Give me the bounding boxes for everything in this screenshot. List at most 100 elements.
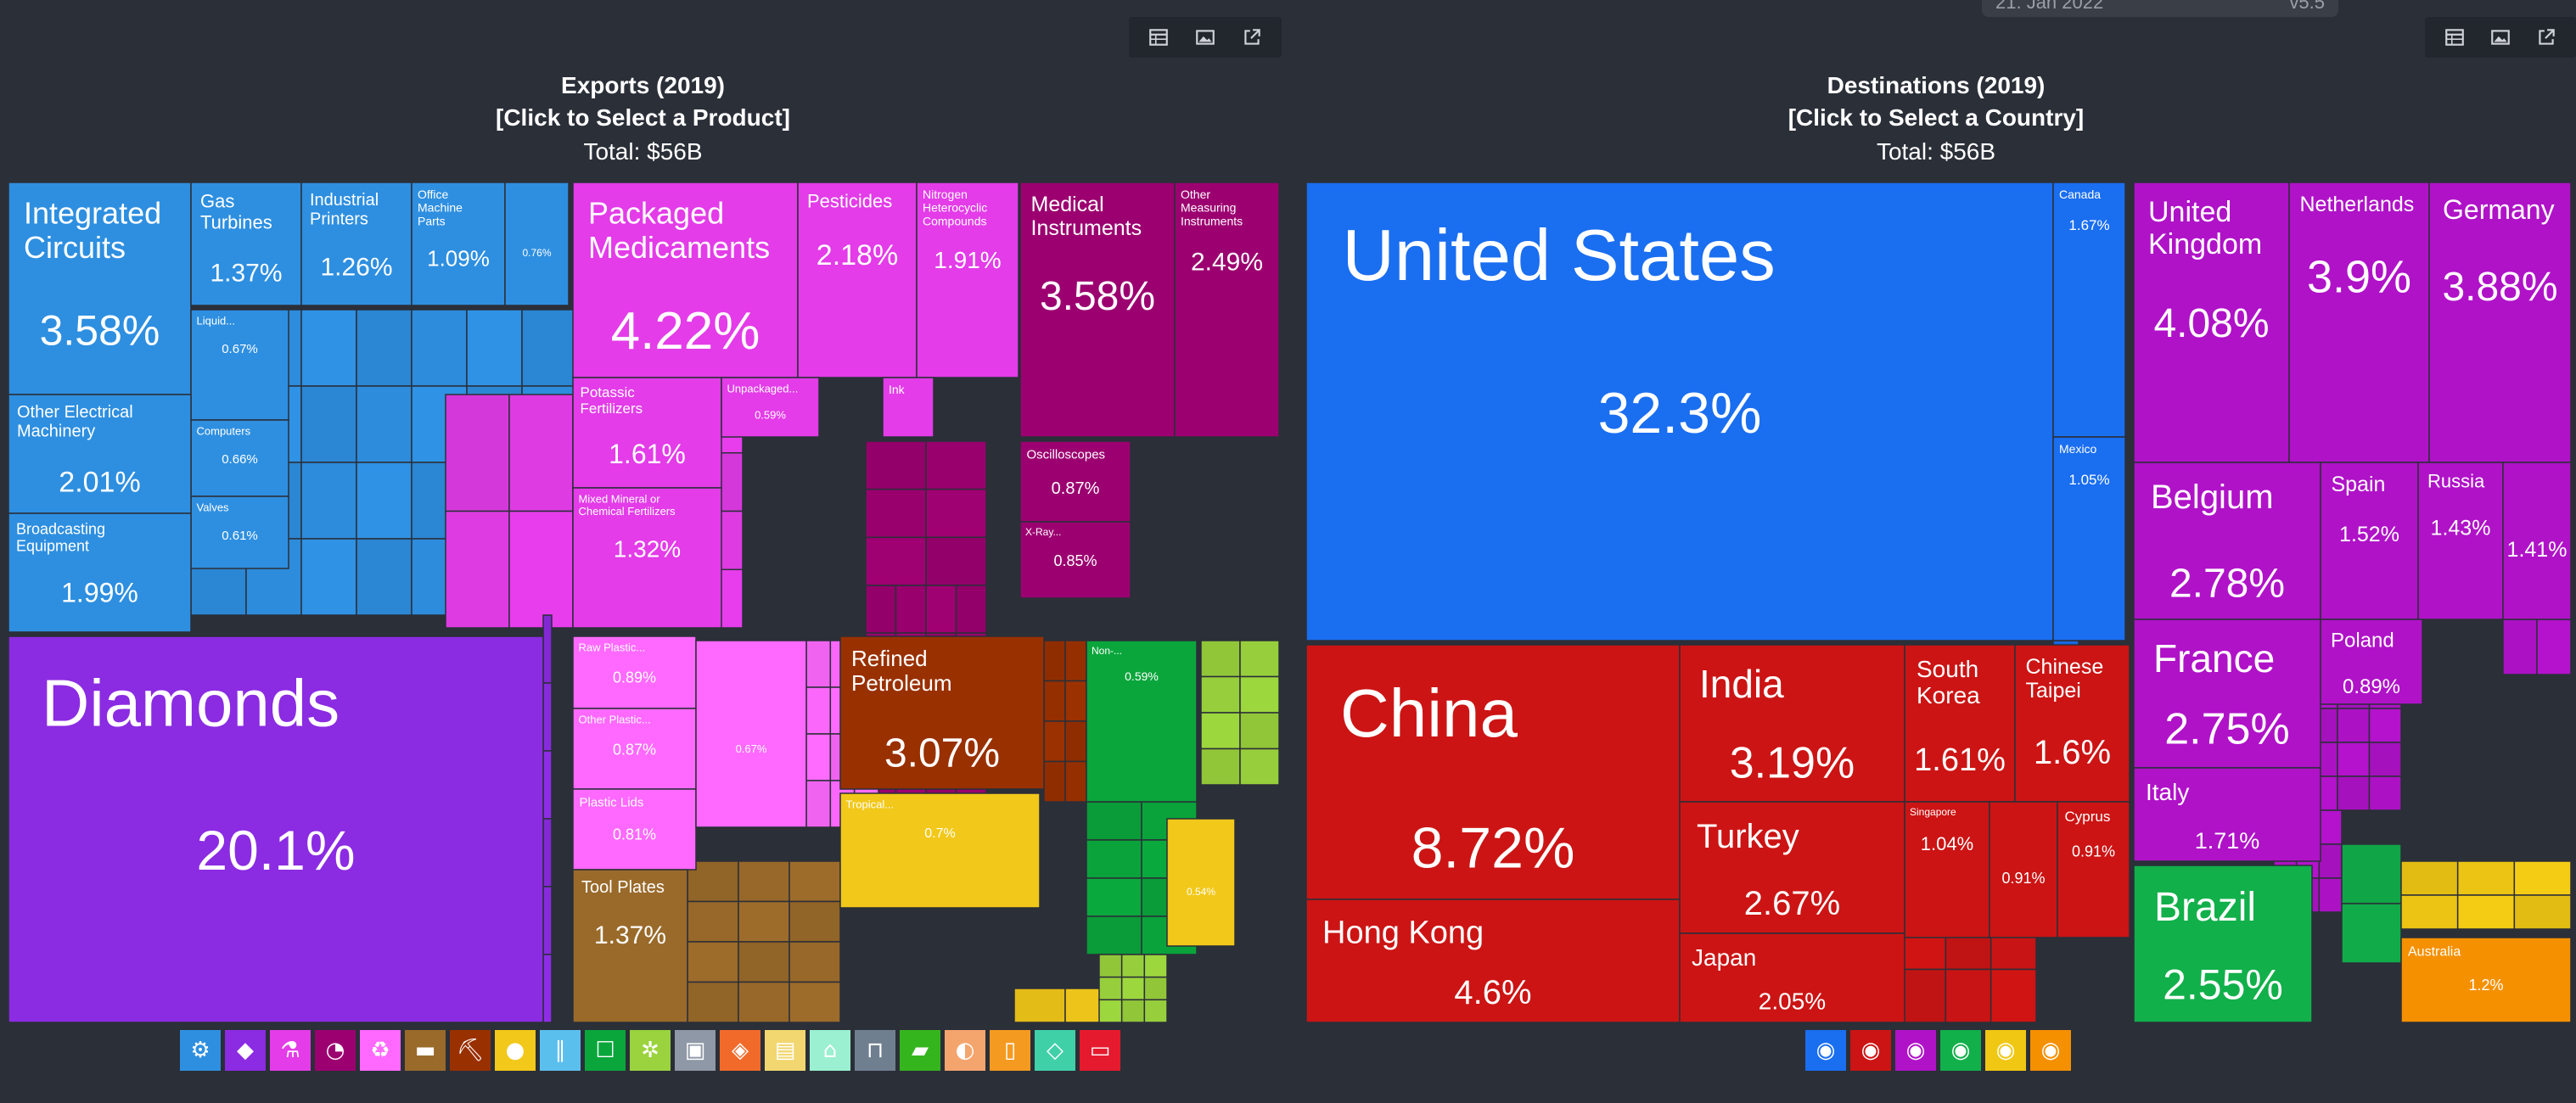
united-kingdom-tile[interactable] [2133,182,2290,463]
minor-tile[interactable] [2368,708,2402,743]
minor-tile[interactable] [542,682,553,752]
minor-tile[interactable] [1064,680,1087,722]
minor-tile[interactable] [1043,760,1066,803]
minor-tile[interactable] [1064,720,1087,763]
france-tile[interactable] [2133,619,2321,769]
minor-tile[interactable] [1013,988,1066,1022]
asia-icon[interactable]: ◉ [1850,1030,1891,1071]
minor-tile[interactable] [2368,775,2402,811]
australia-tile[interactable] [2400,937,2571,1022]
minor-tile[interactable] [356,385,412,463]
image-icon[interactable] [1191,21,1221,53]
minor-tile[interactable] [2318,809,2343,845]
minor-tile[interactable] [1239,640,1279,678]
minor-tile[interactable] [1239,675,1279,714]
minor-tile[interactable] [955,585,987,634]
paper-icon[interactable]: ▤ [765,1030,805,1071]
minor-tile[interactable] [1120,954,1146,978]
minor-tile[interactable] [925,440,987,490]
minor-tile[interactable] [2337,775,2371,811]
item-tile[interactable] [1989,801,2058,938]
minor-tile[interactable] [542,750,553,820]
minor-tile[interactable] [2337,708,2371,743]
north-america-icon[interactable]: ◉ [1805,1030,1846,1071]
other-plastic-tile[interactable] [572,708,697,790]
oscilloscopes-tile[interactable] [1019,440,1131,523]
minor-tile[interactable] [1239,747,1279,786]
minor-tile[interactable] [1990,968,2037,1023]
minor-tile[interactable] [2513,894,2571,930]
tool-plates-tile[interactable] [572,869,688,1022]
minor-tile[interactable] [300,462,357,540]
diamonds-tile[interactable] [8,635,544,1022]
mexico-tile[interactable] [2052,436,2126,641]
minor-tile[interactable] [521,309,578,387]
minor-tile[interactable] [411,309,468,387]
recycle-icon[interactable]: ♻ [360,1030,401,1071]
minor-tile[interactable] [2456,860,2516,896]
brazil-tile[interactable] [2133,865,2313,1022]
minor-tile[interactable] [2502,619,2538,675]
minor-tile[interactable] [2337,742,2371,777]
minor-tile[interactable] [805,640,832,688]
minor-tile[interactable] [1143,954,1168,978]
minor-tile[interactable] [687,981,739,1023]
minor-tile[interactable] [542,818,553,887]
minor-tile[interactable] [925,488,987,539]
unpackaged-tile[interactable] [721,377,820,438]
minor-tile[interactable] [805,733,832,781]
potassic-fertilizers-tile[interactable] [572,377,722,489]
canada-tile[interactable] [2052,182,2126,438]
minor-tile[interactable] [2400,860,2459,896]
minor-tile[interactable] [1086,877,1142,917]
cyprus-tile[interactable] [2057,801,2130,938]
minor-tile[interactable] [1200,640,1241,678]
china-tile[interactable] [1306,644,1681,900]
item-tile[interactable] [2502,462,2571,620]
jar-icon[interactable]: ▯ [990,1030,1030,1071]
diamond-icon[interactable]: ◆ [225,1030,266,1071]
oceania-icon[interactable]: ◉ [2030,1030,2071,1071]
minor-tile[interactable] [805,686,832,735]
mixed-mineral-or-chemical-fertilizers-tile[interactable] [572,487,722,629]
south-korea-tile[interactable] [1904,644,2016,803]
minor-tile[interactable] [865,536,927,586]
minor-tile[interactable] [2400,894,2459,930]
valves-tile[interactable] [190,496,289,569]
africa-icon[interactable]: ◉ [1985,1030,2026,1071]
netherlands-tile[interactable] [2288,182,2430,463]
minor-tile[interactable] [508,394,574,512]
germany-tile[interactable] [2428,182,2571,463]
road-icon[interactable]: ∥ [540,1030,581,1071]
minor-tile[interactable] [1043,720,1066,763]
minor-tile[interactable] [356,538,412,616]
item-tile[interactable] [1166,818,1236,947]
computers-tile[interactable] [190,419,289,497]
flask-icon[interactable]: ⚗ [270,1030,311,1071]
other-electrical-machinery-tile[interactable] [8,394,192,514]
minor-tile[interactable] [738,900,790,943]
minor-tile[interactable] [2341,843,2402,904]
shoe-icon[interactable]: ▰ [900,1030,940,1071]
minor-tile[interactable] [1200,675,1241,714]
minor-tile[interactable] [789,860,841,903]
non-tile[interactable] [1086,640,1198,803]
plastic-lids-tile[interactable] [572,788,697,871]
packaged-medicaments-tile[interactable] [572,182,799,378]
russia-tile[interactable] [2417,462,2504,620]
minor-tile[interactable] [300,538,357,616]
minor-tile[interactable] [865,488,927,539]
minor-tile[interactable] [445,394,510,512]
minor-tile[interactable] [738,941,790,983]
chinese-taipei-tile[interactable] [2014,644,2130,803]
share-icon[interactable] [2532,21,2561,53]
x-ray-tile[interactable] [1019,521,1131,599]
chart-subtitle[interactable]: [Click to Select a Country] [1787,104,2085,131]
tooth-icon[interactable]: ⌂ [810,1030,850,1071]
minor-tile[interactable] [789,981,841,1023]
pickaxe-icon[interactable]: ⛏ [450,1030,491,1071]
singapore-tile[interactable] [1904,801,1990,938]
minor-tile[interactable] [1900,968,1947,1023]
spain-tile[interactable] [2320,462,2419,620]
refined-petroleum-tile[interactable] [839,635,1045,790]
